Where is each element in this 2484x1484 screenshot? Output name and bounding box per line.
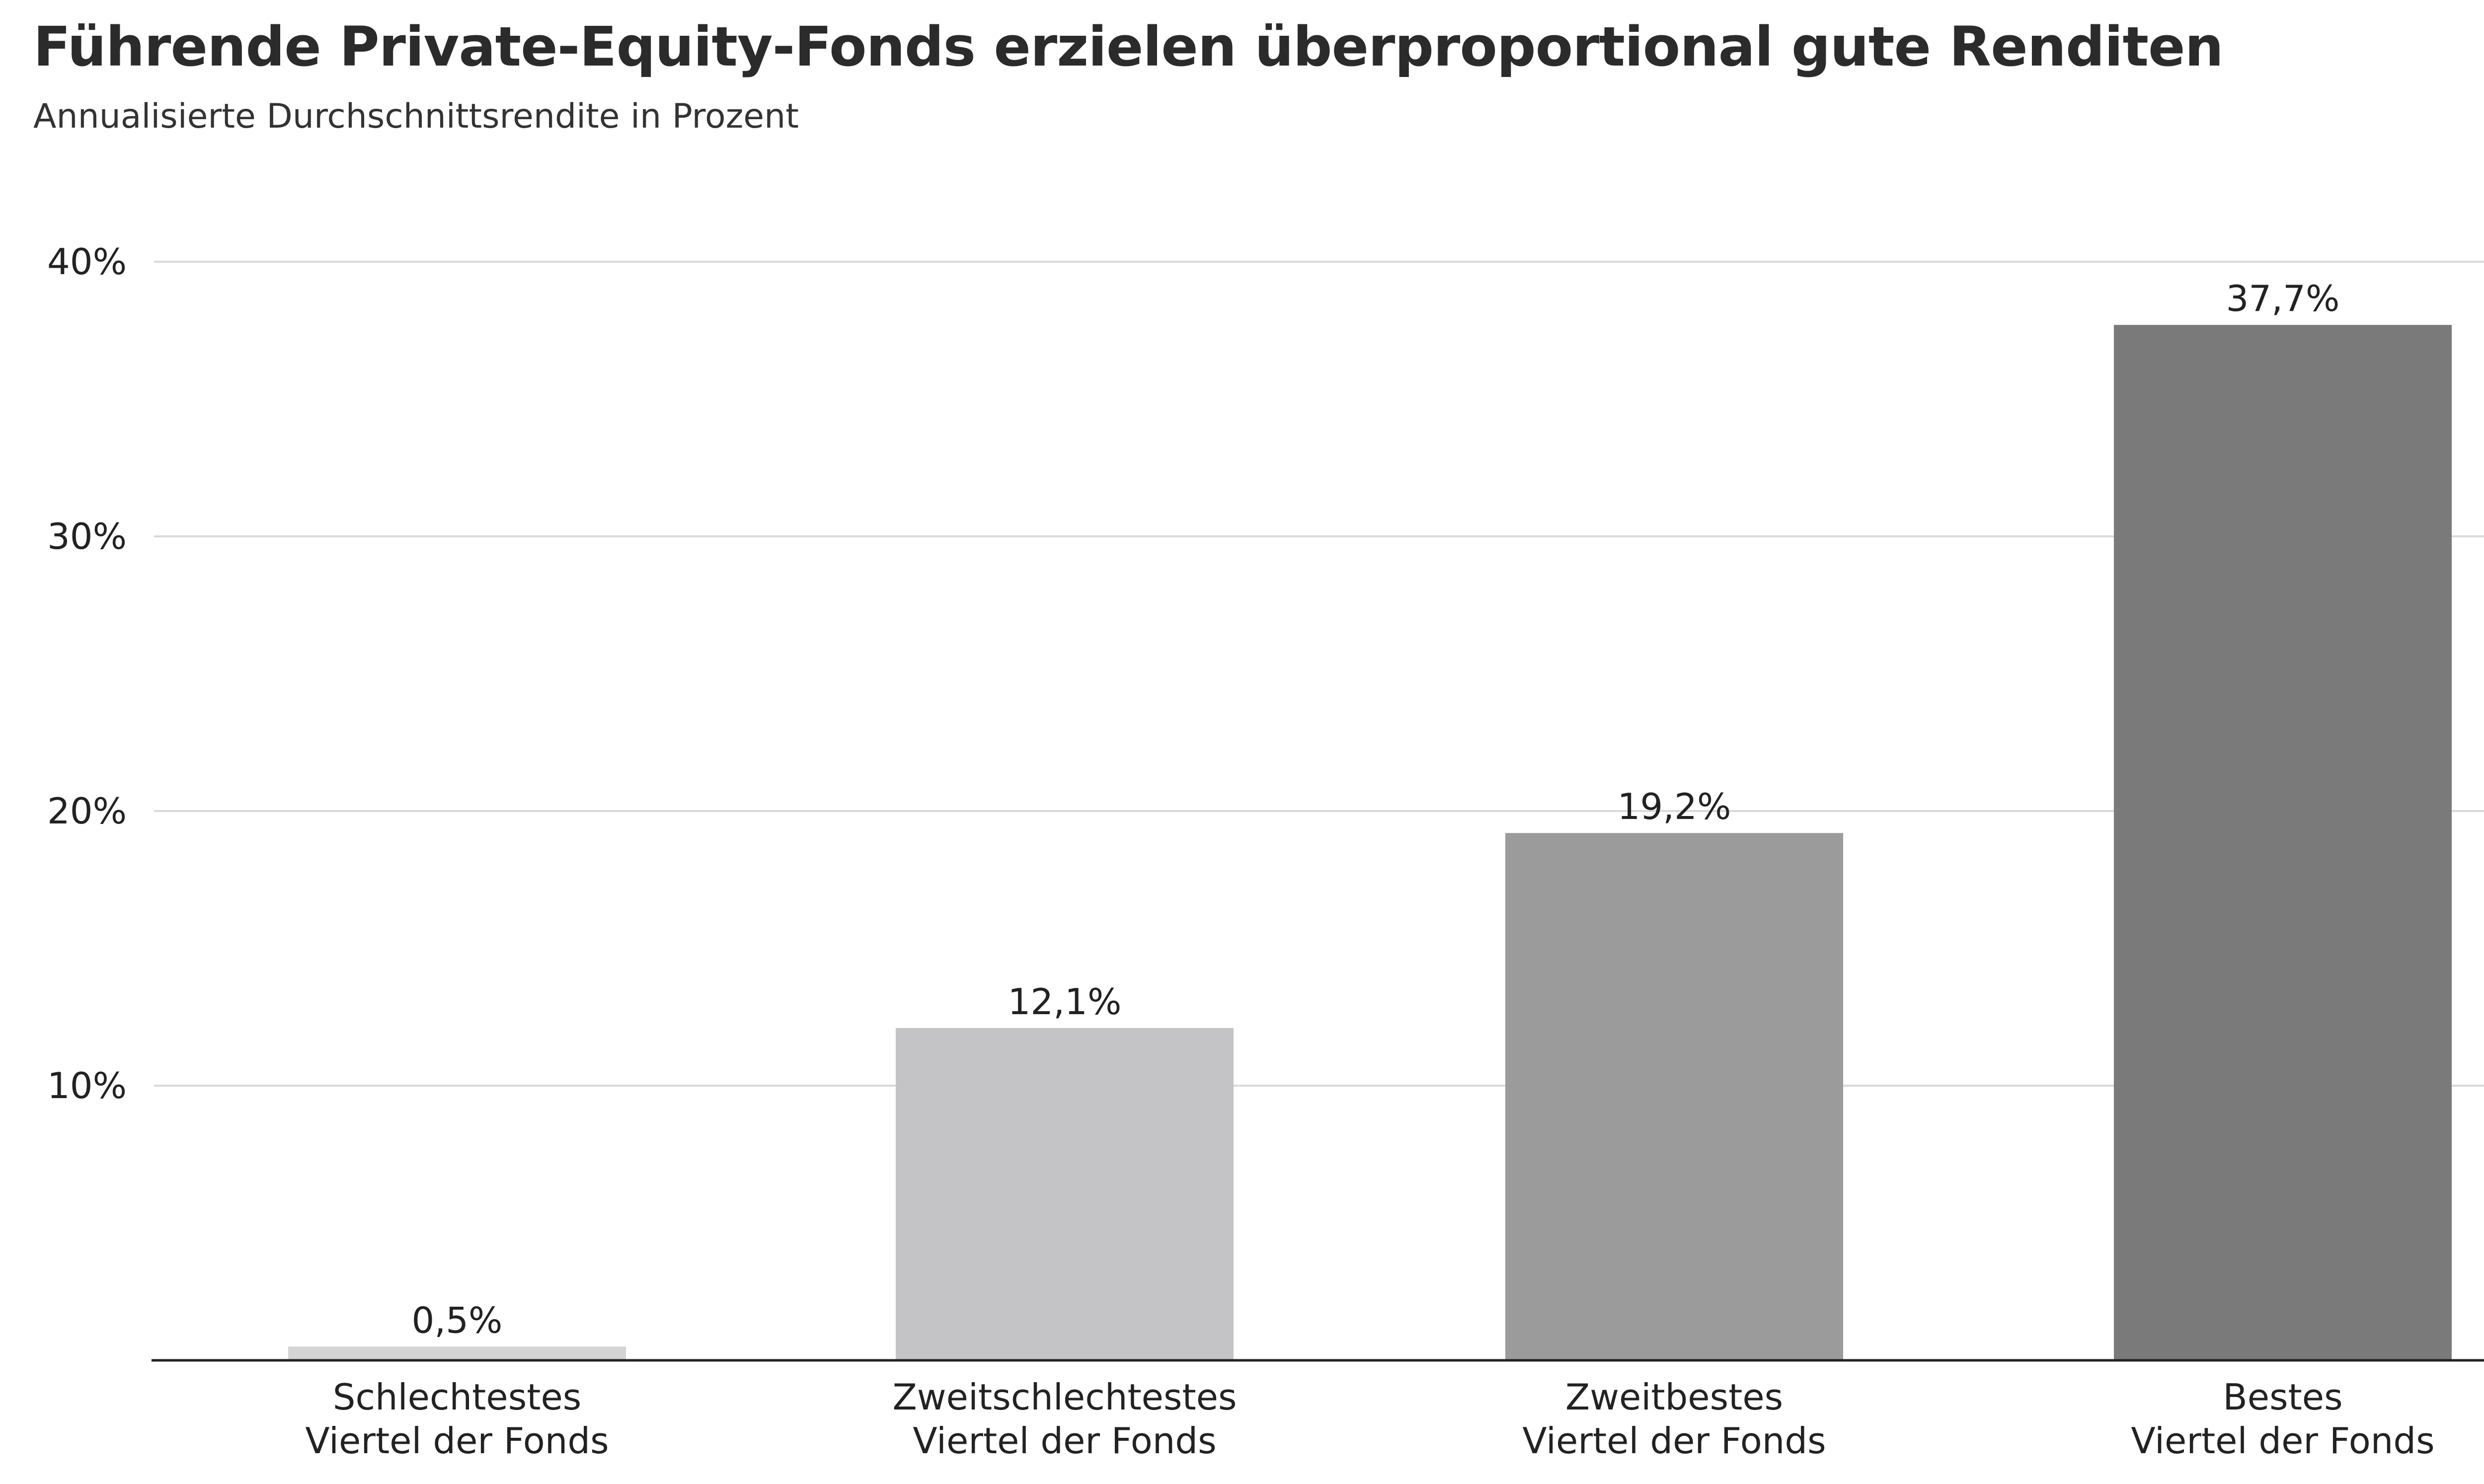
data-labels: 0,5% 12,1% 19,2% 37,7% bbox=[412, 278, 2340, 1341]
bar bbox=[1505, 833, 1843, 1360]
x-tick-label: Schlechtestes bbox=[333, 1376, 582, 1418]
bar-value-label: 0,5% bbox=[412, 1299, 503, 1341]
bar bbox=[288, 1346, 626, 1360]
y-tick-label: 20% bbox=[47, 790, 127, 832]
bar bbox=[896, 1028, 1234, 1360]
y-tick-label: 40% bbox=[47, 241, 127, 283]
x-tick-label: Viertel der Fonds bbox=[913, 1420, 1216, 1462]
chart-subtitle: Annualisierte Durchschnittsrendite in Pr… bbox=[33, 97, 799, 136]
x-tick-label: Bestes bbox=[2223, 1376, 2342, 1418]
x-tick-label: Viertel der Fonds bbox=[2131, 1420, 2434, 1462]
x-tick-label: Viertel der Fonds bbox=[305, 1420, 609, 1462]
y-tick-label: 10% bbox=[47, 1065, 127, 1107]
x-tick-label: Zweitschlechtestes bbox=[892, 1376, 1237, 1418]
bar bbox=[2114, 325, 2452, 1361]
bar-value-label: 19,2% bbox=[1618, 786, 1731, 827]
y-axis-ticks: 10% 20% 30% 40% bbox=[47, 241, 127, 1107]
x-tick-label: Viertel der Fonds bbox=[1522, 1420, 1826, 1462]
x-tick-label: Zweitbestes bbox=[1565, 1376, 1783, 1418]
bars bbox=[288, 325, 2452, 1361]
chart-title: Führende Private-Equity-Fonds erzielen ü… bbox=[33, 15, 2224, 78]
bar-value-label: 37,7% bbox=[2226, 278, 2340, 319]
bar-value-label: 12,1% bbox=[1008, 981, 1122, 1023]
y-tick-label: 30% bbox=[47, 516, 127, 557]
